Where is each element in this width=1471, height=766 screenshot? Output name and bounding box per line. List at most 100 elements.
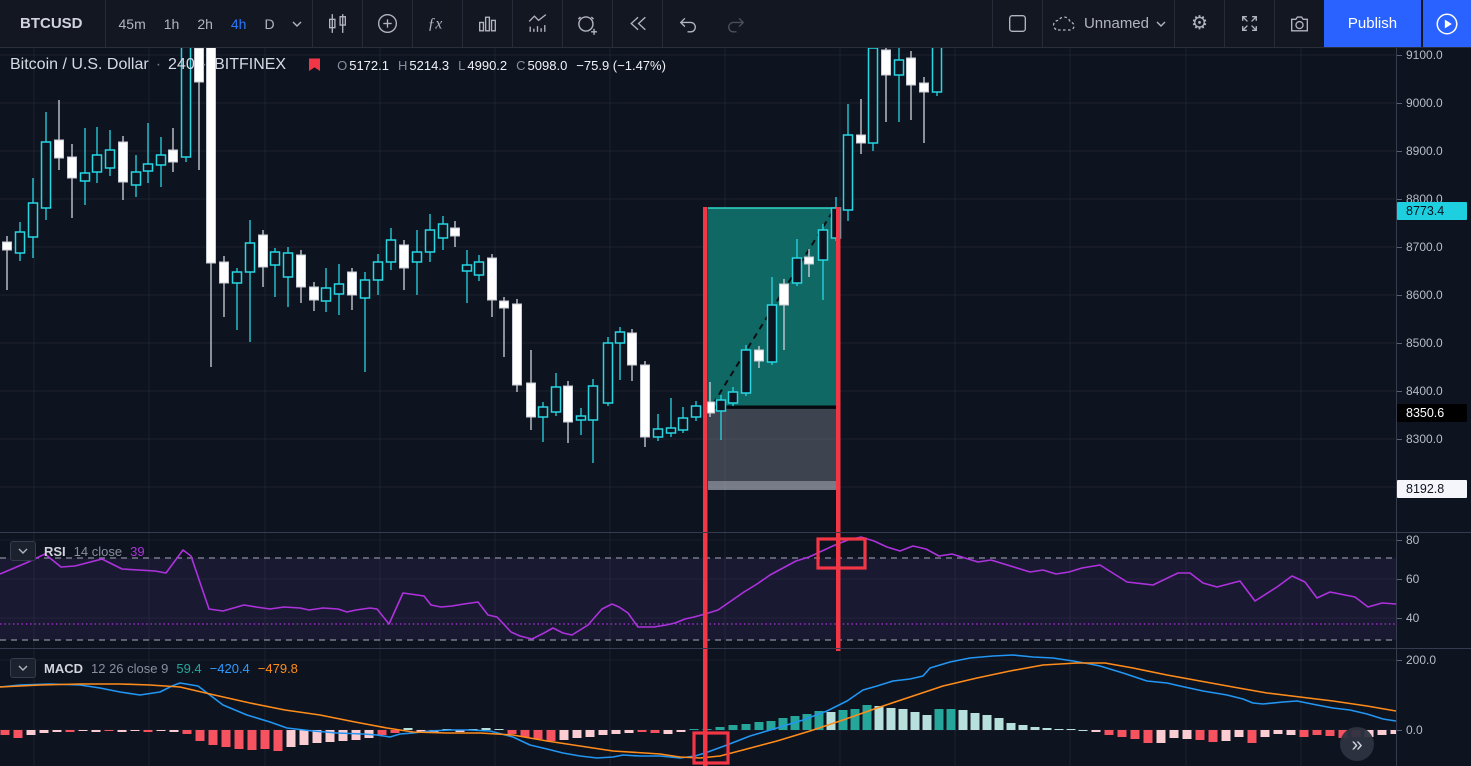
tab-timeframe-1h[interactable]: 1h [163,15,180,32]
long-position-tool[interactable] [708,207,838,490]
red-highlight-box[interactable] [692,731,730,765]
layout-square-icon [1008,15,1026,32]
price-tick: 8300.0 [1397,432,1471,446]
change-label: −75.9 (−1.47%) [576,57,666,73]
price-tick: 8700.0 [1397,240,1471,254]
play-circle-icon [1436,12,1458,35]
price-tick: 8500.0 [1397,336,1471,350]
rsi-value: 39 [130,543,145,559]
red-vertical-line[interactable] [703,207,708,766]
candlestick-chart-icon [328,14,346,33]
svg-text:ƒx: ƒx [428,16,443,33]
candlestick-series [2,48,943,463]
ohlc-value: 5214.3 [409,57,450,73]
layout-name-button[interactable]: Unnamed [1041,0,1174,47]
chart-style-button[interactable] [311,0,362,47]
bar-replay-button[interactable] [611,0,662,47]
macd-tick: 0.0 [1397,723,1471,737]
ohlc-key: H [397,57,408,73]
ohlc-value: 5098.0 [527,57,568,73]
interval-label: 240 [168,56,195,73]
pane-separators [0,47,1471,766]
ohlc-values: O 5172.1 H 5214.3 L 4990.2 C 5098.0 [337,58,567,73]
rsi-tick: 60 [1397,572,1471,586]
macd-tick: 200.0 [1397,653,1471,667]
ohlc-key: L [458,57,466,73]
flag-button[interactable] [307,57,322,73]
symbol-button[interactable]: BTCUSD [20,15,83,32]
quick-play-button[interactable] [1423,0,1471,47]
timeframe-group: 45m 1h 2h 4h D [104,0,288,47]
scroll-right-button[interactable]: » [1340,727,1374,761]
snapshot-button[interactable] [1274,0,1324,47]
tab-timeframe-45m[interactable]: 45m [118,15,146,32]
redo-button[interactable] [712,0,761,47]
undo-icon [679,17,696,33]
macd-collapse-button[interactable] [10,658,36,678]
price-value-label: 8773.4 [1397,202,1467,220]
macd-line-value: −420.4 [209,660,250,676]
price-tick: 8400.0 [1397,384,1471,398]
macd-params: 12 26 close 9 [91,660,169,676]
price-value-label: 8350.6 [1397,404,1467,422]
rsi-line [0,536,1396,640]
macd-histogram [0,705,1396,751]
tab-timeframe-D[interactable]: D [264,15,275,32]
rsi-band [0,557,1396,641]
chevron-down-icon [1156,21,1166,27]
bar-chart-icon [478,16,496,32]
settings-button[interactable]: ⚙ [1174,0,1224,47]
fundamentals-button[interactable] [461,0,512,47]
price-tick: 9000.0 [1397,96,1471,110]
indicators-button[interactable]: ƒx [411,0,462,47]
double-chevron-right-icon: » [1351,734,1362,756]
tab-timeframe-4h[interactable]: 4h [230,15,247,32]
red-vertical-line[interactable] [836,207,841,651]
chart-area[interactable]: » Bitcoin / U.S. Dollar · 240 · BITFINEX… [0,47,1471,766]
rsi-name: RSI [44,543,66,559]
redo-icon [727,17,744,33]
rsi-tick: 40 [1397,611,1471,625]
exchange-label: BITFINEX [214,56,287,73]
fullscreen-expand-icon [1242,16,1257,31]
layout-select-button[interactable] [991,0,1042,47]
price-tick: 8900.0 [1397,144,1471,158]
camera-icon [1291,16,1308,32]
fullscreen-button[interactable] [1224,0,1274,47]
alarm-clock-plus-icon [577,15,598,35]
chart-templates-button[interactable] [511,0,562,47]
macd-hist-value: 59.4 [176,660,202,676]
tab-timeframe-2h[interactable]: 2h [197,15,213,32]
timeframe-dropdown-button[interactable] [288,0,312,47]
drawing-annotations[interactable] [692,207,867,766]
red-highlight-box[interactable] [816,537,867,570]
rsi-collapse-button[interactable] [10,541,36,561]
rsi-tick: 80 [1397,533,1471,547]
fx-indicators-icon: ƒx [428,16,443,33]
rewind-icon [629,16,646,31]
publish-button[interactable]: Publish [1324,0,1421,47]
alert-button[interactable] [561,0,612,47]
chevron-down-icon [18,548,28,554]
cloud-icon [1052,15,1075,31]
chevron-down-icon [18,665,28,671]
gear-icon: ⚙ [1190,12,1209,34]
ohlc-key: O [337,57,348,73]
compare-add-button[interactable] [361,0,412,47]
ohlc-value: 4990.2 [467,57,508,73]
macd-signal-value: −479.8 [257,660,298,676]
price-axis[interactable]: 9100.0 9000.0 8900.0 8800.0 8700.0 8600.0 8500… [1397,47,1471,766]
ohlc-value: 5172.1 [349,57,389,73]
plus-circle-icon [377,13,397,34]
separator-dot: · [201,56,208,73]
price-tick: 8600.0 [1397,288,1471,302]
macd-name: MACD [44,660,83,676]
rsi-params: 14 close [73,543,123,559]
undo-button[interactable] [661,0,712,47]
separator-dot: · [155,56,162,73]
chart-template-icon [528,14,546,32]
chart-canvas[interactable]: » [0,47,1471,766]
symbol-title: Bitcoin / U.S. Dollar [10,56,149,73]
top-toolbar: BTCUSD 45m 1h 2h 4h D ƒx [0,0,1471,48]
main-series-legend[interactable]: Bitcoin / U.S. Dollar · 240 · BITFINEX O… [10,56,666,74]
